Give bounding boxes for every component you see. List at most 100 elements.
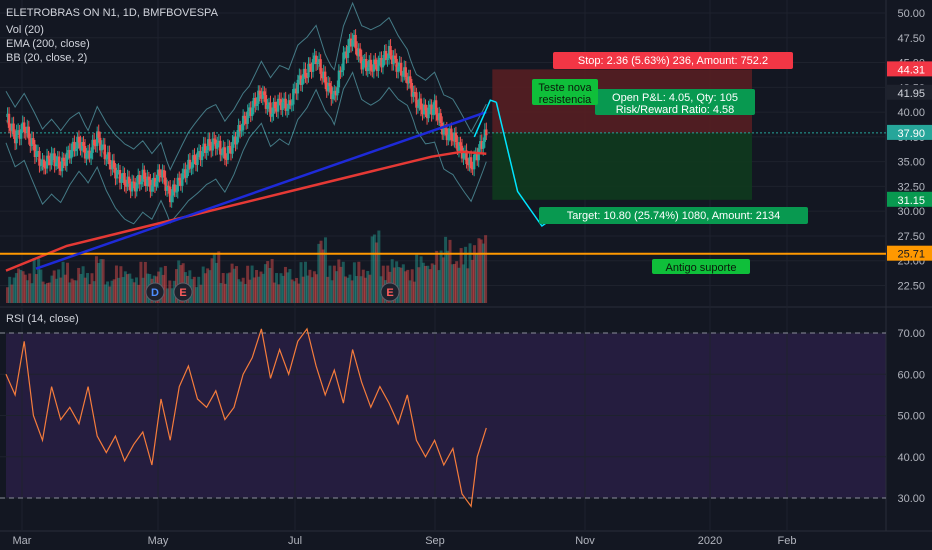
candle [284, 91, 287, 116]
event-marker-circle [145, 282, 165, 302]
volume-bar [288, 269, 292, 303]
event-marker[interactable]: E [173, 282, 193, 302]
candle [410, 78, 414, 104]
volume-bar [121, 277, 125, 303]
candle-body [6, 113, 9, 118]
candle [61, 151, 64, 178]
volume-bar [332, 265, 336, 303]
support-label[interactable]: Antigo suporte [652, 259, 750, 274]
candle [229, 142, 233, 161]
volume-bar [308, 269, 312, 303]
candle-body [205, 150, 208, 153]
candle-body [222, 147, 225, 155]
volume-bar [446, 250, 450, 303]
volume-bar [97, 262, 101, 303]
candle [308, 57, 312, 72]
candle-body [124, 185, 128, 187]
candle-body [47, 155, 50, 159]
candle-body [386, 58, 389, 60]
candle [450, 122, 453, 147]
candle [214, 134, 217, 156]
stop-label[interactable]: Stop: 2.36 (5.63%) 236, Amount: 752.2 [553, 52, 793, 69]
candle-body [188, 159, 192, 169]
candle [301, 74, 304, 92]
candle [178, 171, 181, 187]
candle-body [182, 169, 186, 174]
price-tick-label: 47.50 [897, 33, 925, 45]
candle [436, 107, 439, 126]
candle-body [27, 126, 30, 139]
candle-body [64, 161, 67, 166]
volume-bar [410, 269, 414, 303]
candle-body [115, 170, 119, 179]
candle [140, 175, 143, 190]
candle-body [396, 66, 400, 72]
volume-bar [119, 266, 123, 303]
volume-bar [290, 279, 294, 303]
volume-bar [348, 274, 352, 303]
event-marker[interactable]: E [380, 282, 400, 302]
candle [317, 52, 321, 67]
candle [378, 51, 382, 66]
candle [466, 158, 470, 171]
candle-body [413, 92, 417, 94]
candle-body [314, 55, 318, 65]
candle [182, 163, 186, 180]
volume-bar [357, 261, 361, 303]
volume-bar [128, 273, 132, 303]
candle-body [30, 138, 34, 147]
volume-bar [368, 274, 372, 303]
candle-body [48, 158, 52, 166]
candle-body [197, 151, 201, 153]
volume-bar [226, 273, 230, 303]
candle [451, 133, 455, 146]
price-tick-label: 40.00 [897, 107, 925, 119]
candle [23, 116, 26, 139]
candle-body [320, 73, 324, 79]
candle-body [137, 174, 140, 183]
candle-body [269, 102, 272, 117]
candle [71, 137, 75, 157]
volume-bar [430, 263, 434, 303]
target-zone[interactable] [492, 132, 752, 200]
price-badge: 31.15 [887, 191, 932, 207]
trend-line[interactable] [35, 110, 487, 270]
candle-body [322, 71, 325, 79]
candle-body [15, 130, 18, 144]
price-badge: 37.90 [887, 124, 932, 140]
event-marker-circle [380, 282, 400, 302]
candle-body [316, 62, 319, 65]
candle [485, 122, 488, 141]
candle-body [20, 129, 23, 139]
candle [355, 41, 359, 60]
time-tick-label: Jul [288, 535, 302, 547]
candle [431, 102, 435, 120]
volume-bar [39, 269, 43, 303]
volume-bar [286, 272, 290, 303]
candle [261, 85, 265, 106]
candle [114, 163, 117, 186]
volume-bar [310, 277, 314, 303]
target-label[interactable]: Target: 10.80 (25.74%) 1080, Amount: 213… [539, 207, 808, 224]
volume-bar [457, 267, 461, 303]
candle [251, 100, 254, 121]
volume-bar [197, 276, 201, 303]
candle [416, 99, 420, 114]
candle [243, 111, 246, 126]
candle-body [257, 90, 260, 104]
candle [219, 135, 222, 162]
volume-bar [137, 284, 141, 303]
candle [220, 148, 224, 161]
candle-body [162, 170, 166, 178]
candle-body [149, 179, 152, 192]
candle-body [216, 142, 219, 149]
price-badge-text: 41.95 [897, 88, 925, 100]
candle-body [339, 70, 342, 72]
candle-body [311, 59, 315, 72]
event-marker[interactable]: D [145, 282, 165, 302]
candle-body [454, 132, 458, 143]
candle-body [264, 95, 268, 109]
